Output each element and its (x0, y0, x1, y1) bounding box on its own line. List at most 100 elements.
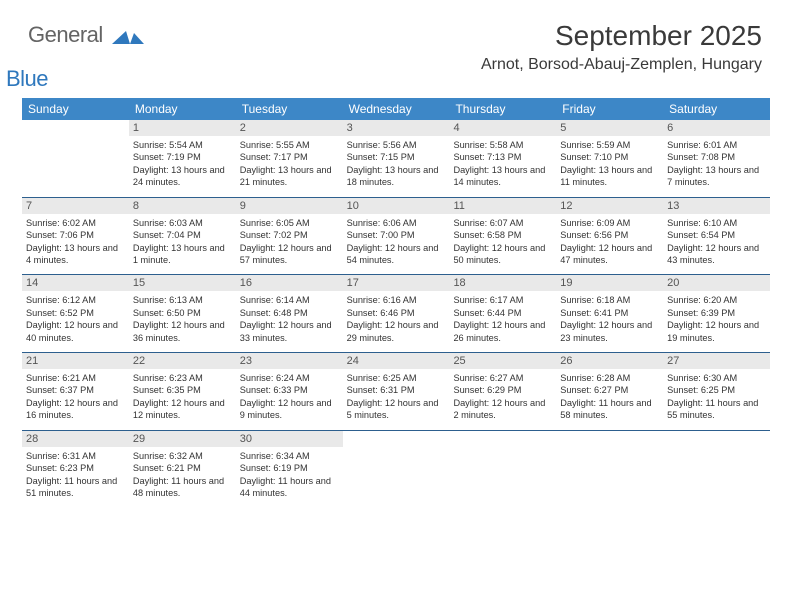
day-info-line: Sunset: 7:19 PM (133, 151, 232, 163)
day-info-line: Sunrise: 5:54 AM (133, 139, 232, 151)
day-info-line: Daylight: 12 hours and 2 minutes. (453, 397, 552, 422)
calendar-day-cell: 27Sunrise: 6:30 AMSunset: 6:25 PMDayligh… (663, 353, 770, 430)
day-info-line: Daylight: 11 hours and 51 minutes. (26, 475, 125, 500)
calendar-day-cell: 5Sunrise: 5:59 AMSunset: 7:10 PMDaylight… (556, 120, 663, 197)
day-info-line: Sunrise: 6:10 AM (667, 217, 766, 229)
calendar-week-row: 7 Sunrise: 6:02 AMSunset: 7:06 PMDaylight… (22, 198, 770, 276)
day-info-line: Daylight: 11 hours and 55 minutes. (667, 397, 766, 422)
day-info-line: Sunset: 6:48 PM (240, 307, 339, 319)
day-info-line: Sunset: 6:29 PM (453, 384, 552, 396)
day-info: Sunrise: 6:10 AMSunset: 6:54 PMDaylight:… (667, 217, 766, 267)
calendar-day-cell: 17Sunrise: 6:16 AMSunset: 6:46 PMDayligh… (343, 275, 450, 352)
day-info-line: Sunrise: 6:25 AM (347, 372, 446, 384)
day-info-line: Sunset: 6:37 PM (26, 384, 125, 396)
day-info-line: Sunrise: 6:20 AM (667, 294, 766, 306)
day-info-line: Sunset: 6:50 PM (133, 307, 232, 319)
day-info: Sunrise: 6:14 AMSunset: 6:48 PMDaylight:… (240, 294, 339, 344)
calendar-day-cell: 22Sunrise: 6:23 AMSunset: 6:35 PMDayligh… (129, 353, 236, 430)
day-info-line: Daylight: 12 hours and 16 minutes. (26, 397, 125, 422)
day-info: Sunrise: 6:20 AMSunset: 6:39 PMDaylight:… (667, 294, 766, 344)
day-number: 4 (449, 120, 556, 136)
day-info: Sunrise: 6:16 AMSunset: 6:46 PMDaylight:… (347, 294, 446, 344)
day-info: Sunrise: 6:28 AMSunset: 6:27 PMDaylight:… (560, 372, 659, 422)
day-info-line: Sunset: 7:10 PM (560, 151, 659, 163)
day-info-line: Sunrise: 6:34 AM (240, 450, 339, 462)
day-info: Sunrise: 6:02 AMSunset: 7:06 PMDaylight:… (26, 217, 125, 267)
day-number: 24 (343, 353, 450, 369)
calendar-day-cell: 29Sunrise: 6:32 AMSunset: 6:21 PMDayligh… (129, 431, 236, 508)
day-info-line: Sunrise: 6:17 AM (453, 294, 552, 306)
day-number: 23 (236, 353, 343, 369)
month-title: September 2025 (481, 20, 762, 52)
day-info-line: Daylight: 13 hours and 14 minutes. (453, 164, 552, 189)
day-number: 14 (22, 275, 129, 291)
logo-mark-icon (112, 28, 146, 46)
day-info: Sunrise: 5:56 AMSunset: 7:15 PMDaylight:… (347, 139, 446, 189)
day-info-line: Sunset: 6:35 PM (133, 384, 232, 396)
day-info-line: Sunrise: 6:32 AM (133, 450, 232, 462)
calendar-day-cell: 26 Sunrise: 6:28 AMSunset: 6:27 PMDayligh… (556, 353, 663, 430)
calendar-week-row: 14 Sunrise: 6:12 AMSunset: 6:52 PMDayligh… (22, 275, 770, 353)
day-number: 6 (663, 120, 770, 136)
day-info-line: Daylight: 11 hours and 44 minutes. (240, 475, 339, 500)
day-info-line: Sunrise: 6:13 AM (133, 294, 232, 306)
day-info-line: Daylight: 13 hours and 18 minutes. (347, 164, 446, 189)
day-info-line: Sunset: 6:39 PM (667, 307, 766, 319)
day-info-line: Daylight: 11 hours and 48 minutes. (133, 475, 232, 500)
day-info-line: Sunset: 7:06 PM (26, 229, 125, 241)
day-info: Sunrise: 6:12 AMSunset: 6:52 PMDaylight:… (26, 294, 125, 344)
day-info-line: Daylight: 13 hours and 7 minutes. (667, 164, 766, 189)
location-text: Arnot, Borsod-Abauj-Zemplen, Hungary (481, 56, 762, 74)
day-header-cell: Monday (129, 98, 236, 120)
day-info-line: Sunset: 6:44 PM (453, 307, 552, 319)
day-info-line: Daylight: 12 hours and 26 minutes. (453, 319, 552, 344)
day-info: Sunrise: 6:07 AMSunset: 6:58 PMDaylight:… (453, 217, 552, 267)
day-info-line: Daylight: 12 hours and 54 minutes. (347, 242, 446, 267)
day-info-line: Sunrise: 6:14 AM (240, 294, 339, 306)
day-number: 9 (236, 198, 343, 214)
day-header-row: SundayMondayTuesdayWednesdayThursdayFrid… (22, 98, 770, 120)
day-info-line: Sunrise: 5:59 AM (560, 139, 659, 151)
day-info-line: Sunset: 6:25 PM (667, 384, 766, 396)
calendar-day-cell: 3Sunrise: 5:56 AMSunset: 7:15 PMDaylight… (343, 120, 450, 197)
day-header-cell: Wednesday (343, 98, 450, 120)
weeks-container: 1Sunrise: 5:54 AMSunset: 7:19 PMDaylight… (22, 120, 770, 507)
day-number: 19 (556, 275, 663, 291)
calendar-day-cell: 23 Sunrise: 6:24 AMSunset: 6:33 PMDayligh… (236, 353, 343, 430)
day-header-cell: Sunday (22, 98, 129, 120)
day-info-line: Daylight: 12 hours and 33 minutes. (240, 319, 339, 344)
day-number: 12 (556, 198, 663, 214)
calendar-day-cell: 11 Sunrise: 6:07 AMSunset: 6:58 PMDayligh… (449, 198, 556, 275)
day-info: Sunrise: 6:34 AMSunset: 6:19 PMDaylight:… (240, 450, 339, 500)
day-info: Sunrise: 6:21 AMSunset: 6:37 PMDaylight:… (26, 372, 125, 422)
day-info-line: Sunrise: 6:21 AM (26, 372, 125, 384)
day-info-line: Daylight: 12 hours and 9 minutes. (240, 397, 339, 422)
day-info-line: Sunrise: 6:30 AM (667, 372, 766, 384)
brand-logo: General Blue (28, 22, 103, 74)
day-info-line: Sunset: 6:33 PM (240, 384, 339, 396)
day-info-line: Daylight: 13 hours and 21 minutes. (240, 164, 339, 189)
day-info-line: Sunrise: 6:12 AM (26, 294, 125, 306)
day-info-line: Sunrise: 6:24 AM (240, 372, 339, 384)
day-info-line: Sunrise: 6:31 AM (26, 450, 125, 462)
day-number: 10 (343, 198, 450, 214)
calendar-day-cell (343, 431, 450, 508)
day-info-line: Sunrise: 6:28 AM (560, 372, 659, 384)
day-info: Sunrise: 5:54 AMSunset: 7:19 PMDaylight:… (133, 139, 232, 189)
day-header-cell: Saturday (663, 98, 770, 120)
day-info: Sunrise: 6:03 AMSunset: 7:04 PMDaylight:… (133, 217, 232, 267)
day-info-line: Sunset: 6:46 PM (347, 307, 446, 319)
calendar-day-cell: 13Sunrise: 6:10 AMSunset: 6:54 PMDayligh… (663, 198, 770, 275)
day-number: 11 (449, 198, 556, 214)
day-info: Sunrise: 6:06 AMSunset: 7:00 PMDaylight:… (347, 217, 446, 267)
day-info-line: Sunset: 6:31 PM (347, 384, 446, 396)
logo-general: General (28, 22, 103, 47)
day-number: 29 (129, 431, 236, 447)
calendar-week-row: 21Sunrise: 6:21 AMSunset: 6:37 PMDayligh… (22, 353, 770, 431)
day-number: 26 (556, 353, 663, 369)
day-info-line: Daylight: 12 hours and 29 minutes. (347, 319, 446, 344)
day-number: 7 (22, 198, 129, 214)
day-info-line: Sunset: 6:41 PM (560, 307, 659, 319)
calendar-day-cell (556, 431, 663, 508)
day-info-line: Sunset: 6:19 PM (240, 462, 339, 474)
